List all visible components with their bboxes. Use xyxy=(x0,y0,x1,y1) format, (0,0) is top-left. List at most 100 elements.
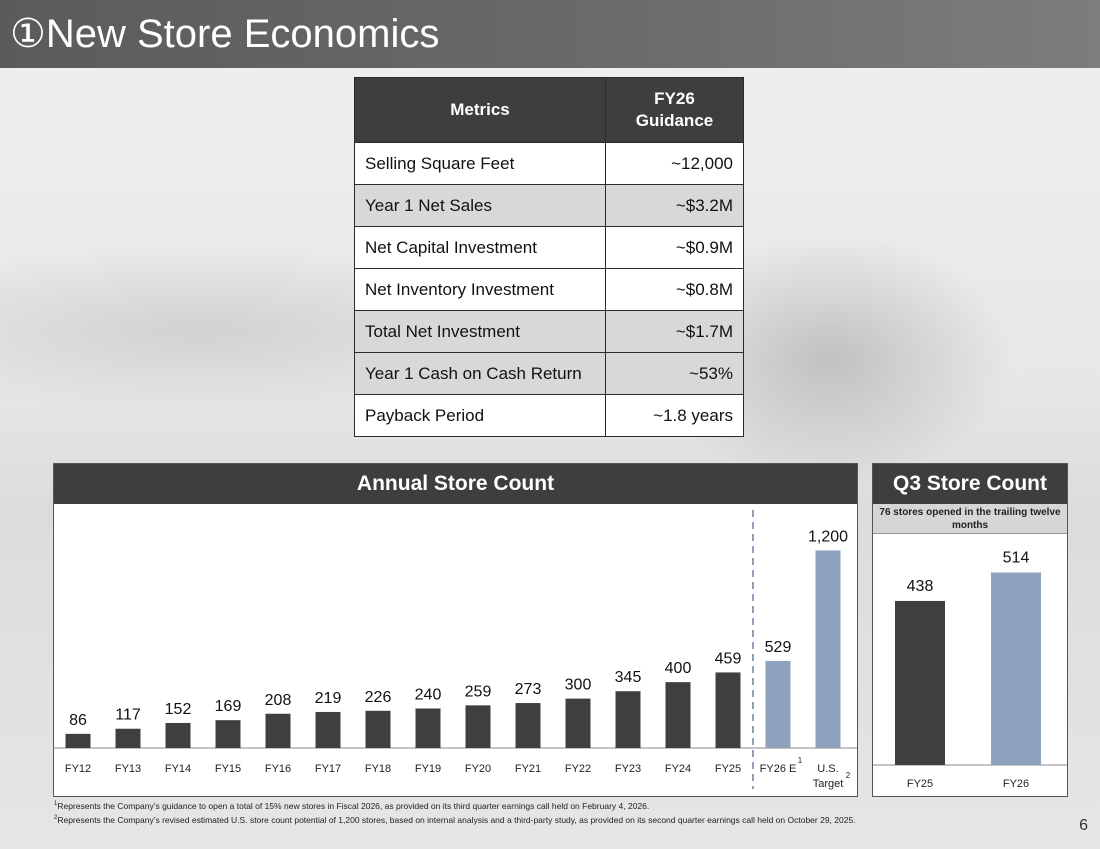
value-label: 514 xyxy=(1003,549,1030,566)
annual-store-count-panel: Annual Store Count 86 FY12 117 FY13 152 FY14 1… xyxy=(53,463,858,797)
bar-fy18 xyxy=(365,710,391,748)
page-title: ①New Store Economics xyxy=(10,12,440,56)
metric-value: ~$0.9M xyxy=(605,226,744,269)
metrics-table: Metrics FY26 Guidance Selling Square Fee… xyxy=(354,77,744,437)
category-label: FY16 xyxy=(265,763,291,775)
bar-fy16 xyxy=(265,713,291,748)
footnote-1-mark: 1 xyxy=(54,801,58,808)
value-label: 273 xyxy=(515,681,542,698)
category-label: FY12 xyxy=(65,763,91,775)
table-row: Year 1 Net Sales ~$3.2M xyxy=(354,184,744,227)
category-label: FY25 xyxy=(907,778,933,790)
note-mark-2: 2 xyxy=(846,771,851,780)
category-label: FY19 xyxy=(415,763,441,775)
bar-fy12 xyxy=(65,733,91,748)
value-label: 86 xyxy=(69,712,87,729)
metric-value: ~12,000 xyxy=(605,142,744,185)
bar-fy21 xyxy=(515,703,541,748)
metric-value: ~53% xyxy=(605,352,744,395)
footnote-2-text: Represents the Company’s revised estimat… xyxy=(57,815,856,825)
bar-fy26 xyxy=(991,572,1041,765)
q3-store-count-panel: Q3 Store Count 76 stores opened in the t… xyxy=(872,463,1068,797)
value-label: 152 xyxy=(165,701,192,718)
table-row: Net Capital Investment ~$0.9M xyxy=(354,226,744,269)
category-label: FY18 xyxy=(365,763,391,775)
bar-fy25 xyxy=(895,600,945,765)
metric-label: Net Capital Investment xyxy=(354,226,606,269)
bar-u-s-target xyxy=(815,550,841,748)
guidance-header-line2: Guidance xyxy=(635,111,714,130)
category-label: FY23 xyxy=(615,763,641,775)
value-label: 219 xyxy=(315,690,342,707)
value-label: 1,200 xyxy=(808,528,848,545)
metric-label: Payback Period xyxy=(354,394,606,437)
guidance-column-header: FY26 Guidance xyxy=(605,77,744,143)
value-label: 438 xyxy=(907,578,934,595)
footnote-1-text: Represents the Company’s guidance to ope… xyxy=(57,801,650,811)
page-number: 6 xyxy=(1079,817,1088,834)
bar-fy22 xyxy=(565,698,591,748)
value-label: 169 xyxy=(215,698,242,715)
category-label: FY26 E xyxy=(760,763,797,775)
value-label: 259 xyxy=(465,683,492,700)
metrics-table-header: Metrics FY26 Guidance xyxy=(354,77,744,143)
title-bar: ①New Store Economics xyxy=(0,0,1100,68)
footnote-2: 2Represents the Company’s revised estima… xyxy=(54,815,856,825)
table-row: Payback Period ~1.8 years xyxy=(354,394,744,437)
category-label: FY26 xyxy=(1003,778,1029,790)
category-label: FY22 xyxy=(565,763,591,775)
category-label: FY24 xyxy=(665,763,691,775)
annual-store-count-chart: 86 FY12 117 FY13 152 FY14 169 FY15 208 FY16 219 FY1… xyxy=(54,510,857,790)
table-row: Net Inventory Investment ~$0.8M xyxy=(354,268,744,311)
category-label: FY17 xyxy=(315,763,341,775)
category-label: FY20 xyxy=(465,763,491,775)
bar-fy13 xyxy=(115,728,141,748)
footnote-1: 1Represents the Company’s guidance to op… xyxy=(54,801,649,811)
annual-chart-header: Annual Store Count xyxy=(54,464,857,504)
bar-fy24 xyxy=(665,682,691,748)
guidance-header-line1: FY26 xyxy=(654,89,695,108)
bar-fy14 xyxy=(165,722,191,748)
value-label: 117 xyxy=(115,707,141,724)
metric-label: Selling Square Feet xyxy=(354,142,606,185)
category-label: FY13 xyxy=(115,763,141,775)
q3-store-count-chart: 438 FY25 514 FY26 xyxy=(873,549,1067,790)
table-row: Total Net Investment ~$1.7M xyxy=(354,310,744,353)
bar-fy17 xyxy=(315,711,341,748)
category-label: FY21 xyxy=(515,763,541,775)
q3-chart-header: Q3 Store Count xyxy=(873,464,1067,504)
value-label: 240 xyxy=(415,686,442,703)
bar-fy23 xyxy=(615,691,641,748)
metric-label: Year 1 Cash on Cash Return xyxy=(354,352,606,395)
category-label: Target xyxy=(813,778,844,790)
value-label: 208 xyxy=(265,692,292,709)
metric-value: ~$1.7M xyxy=(605,310,744,353)
bar-fy20 xyxy=(465,705,491,748)
value-label: 459 xyxy=(715,650,742,667)
metrics-column-header: Metrics xyxy=(354,77,606,143)
metric-label: Net Inventory Investment xyxy=(354,268,606,311)
value-label: 529 xyxy=(765,639,792,656)
metric-label: Year 1 Net Sales xyxy=(354,184,606,227)
metric-value: ~1.8 years xyxy=(605,394,744,437)
bar-fy15 xyxy=(215,720,241,748)
value-label: 400 xyxy=(665,660,692,677)
category-label: U.S. xyxy=(817,763,838,775)
value-label: 226 xyxy=(365,689,392,706)
bar-fy19 xyxy=(415,708,441,748)
category-label: FY14 xyxy=(165,763,191,775)
footnote-2-mark: 2 xyxy=(54,815,58,822)
bar-fy26-e xyxy=(765,660,791,748)
metric-value: ~$3.2M xyxy=(605,184,744,227)
note-mark-1: 1 xyxy=(798,756,803,765)
bar-fy25 xyxy=(715,672,741,748)
value-label: 300 xyxy=(565,677,592,694)
table-row: Year 1 Cash on Cash Return ~53% xyxy=(354,352,744,395)
metric-value: ~$0.8M xyxy=(605,268,744,311)
value-label: 345 xyxy=(615,669,642,686)
metric-label: Total Net Investment xyxy=(354,310,606,353)
category-label: FY15 xyxy=(215,763,241,775)
category-label: FY25 xyxy=(715,763,741,775)
table-row: Selling Square Feet ~12,000 xyxy=(354,142,744,185)
q3-chart-subheader: 76 stores opened in the trailing twelve … xyxy=(873,504,1067,534)
